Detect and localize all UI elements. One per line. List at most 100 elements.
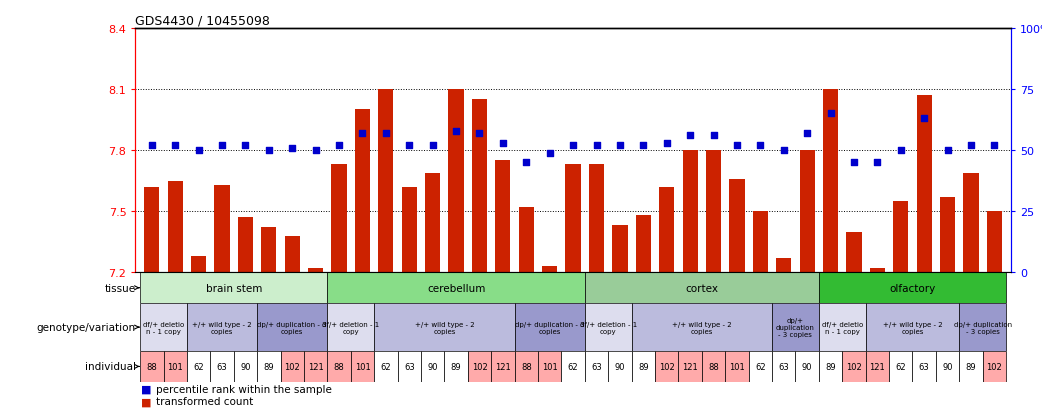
Bar (378, 90, 394, 273)
Bar (140, 273, 327, 304)
Bar (374, 304, 515, 351)
Bar (936, 351, 960, 382)
Point (471, 131, 488, 137)
Bar (168, 181, 182, 273)
Point (565, 142, 581, 149)
Text: cerebellum: cerebellum (427, 283, 486, 293)
Text: dp/+
duplication
- 3 copies: dp/+ duplication - 3 copies (776, 317, 815, 337)
Point (495, 140, 512, 147)
Text: ■: ■ (141, 396, 151, 406)
Point (238, 142, 254, 149)
Bar (776, 259, 791, 273)
Bar (280, 351, 304, 382)
Text: ■: ■ (141, 384, 151, 394)
Bar (144, 188, 159, 273)
Bar (401, 188, 417, 273)
Point (892, 147, 909, 154)
Bar (495, 161, 511, 273)
Bar (725, 351, 748, 382)
Text: 88: 88 (521, 362, 531, 371)
Bar (538, 351, 562, 382)
Point (167, 142, 183, 149)
Bar (187, 351, 210, 382)
Point (214, 142, 230, 149)
Text: 88: 88 (709, 362, 719, 371)
Bar (795, 351, 819, 382)
Text: olfactory: olfactory (889, 283, 936, 293)
Bar (351, 351, 374, 382)
Text: 102: 102 (846, 362, 862, 371)
Bar (823, 90, 838, 273)
Bar (327, 273, 585, 304)
Text: 63: 63 (217, 362, 227, 371)
Bar (866, 304, 960, 351)
Bar (748, 351, 772, 382)
Text: 101: 101 (168, 362, 183, 371)
Text: 62: 62 (755, 362, 766, 371)
Text: 102: 102 (659, 362, 674, 371)
Text: 88: 88 (147, 362, 157, 371)
Bar (752, 212, 768, 273)
Bar (683, 151, 698, 273)
Bar (819, 351, 842, 382)
Bar (542, 266, 557, 273)
Bar (468, 351, 491, 382)
Point (518, 160, 535, 166)
Bar (940, 197, 956, 273)
Text: df/+ deletio
n - 1 copy: df/+ deletio n - 1 copy (143, 321, 184, 334)
Bar (613, 226, 627, 273)
Text: df/+ deletio
n - 1 copy: df/+ deletio n - 1 copy (821, 321, 863, 334)
Text: 121: 121 (307, 362, 323, 371)
Text: cortex: cortex (686, 283, 718, 293)
Bar (238, 218, 253, 273)
Bar (585, 351, 609, 382)
Bar (631, 351, 655, 382)
Bar (515, 304, 585, 351)
Text: 102: 102 (472, 362, 488, 371)
Bar (327, 351, 351, 382)
Bar (421, 351, 444, 382)
Bar (917, 96, 932, 273)
Bar (655, 351, 678, 382)
Bar (448, 90, 464, 273)
Point (283, 145, 300, 152)
Bar (519, 208, 534, 273)
Point (260, 147, 277, 154)
Text: dp/+ duplication
- 3 copies: dp/+ duplication - 3 copies (953, 321, 1012, 334)
Text: 89: 89 (638, 362, 648, 371)
Text: percentile rank within the sample: percentile rank within the sample (156, 384, 332, 394)
Point (612, 142, 628, 149)
Text: 102: 102 (987, 362, 1002, 371)
Text: 101: 101 (729, 362, 745, 371)
Text: 121: 121 (683, 362, 698, 371)
Point (916, 116, 933, 122)
Bar (960, 351, 983, 382)
Bar (636, 216, 651, 273)
Bar (257, 351, 280, 382)
Text: individual: individual (84, 361, 135, 372)
Bar (889, 351, 913, 382)
Bar (799, 151, 815, 273)
Bar (444, 351, 468, 382)
Text: 88: 88 (333, 362, 345, 371)
Bar (233, 351, 257, 382)
Text: df/+ deletion - 1
copy: df/+ deletion - 1 copy (579, 321, 637, 334)
Bar (304, 351, 327, 382)
Point (846, 160, 863, 166)
Bar (983, 351, 1007, 382)
Text: dp/+ duplication - 3
copies: dp/+ duplication - 3 copies (257, 321, 327, 334)
Bar (215, 185, 229, 273)
Point (728, 142, 745, 149)
Text: 90: 90 (802, 362, 813, 371)
Text: genotype/variation: genotype/variation (36, 322, 135, 332)
Text: 89: 89 (264, 362, 274, 371)
Bar (660, 188, 674, 273)
Bar (284, 236, 300, 273)
Bar (262, 228, 276, 273)
Text: 62: 62 (194, 362, 204, 371)
Bar (893, 202, 909, 273)
Bar (842, 351, 866, 382)
Bar (589, 165, 604, 273)
Text: 63: 63 (919, 362, 929, 371)
Text: +/+ wild type - 2
copies: +/+ wild type - 2 copies (672, 321, 731, 334)
